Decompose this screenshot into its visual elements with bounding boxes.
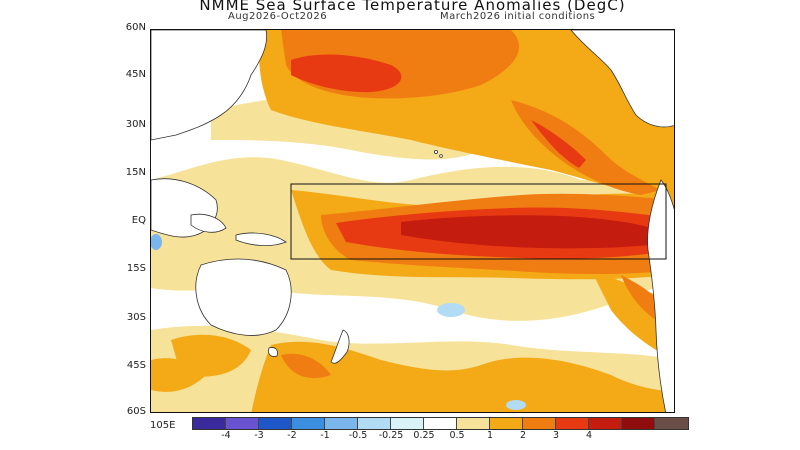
colorbar-swatch	[622, 418, 655, 429]
colorbar-swatch	[259, 418, 292, 429]
lat-label-45s: 45S	[126, 360, 146, 371]
colorbar-tick-label: -0.5	[348, 430, 368, 441]
anomaly-hot-layer	[401, 215, 651, 249]
colorbar-tick-label: 0.5	[449, 430, 465, 441]
nino-region-box	[290, 183, 667, 260]
colorbar-swatch	[292, 418, 325, 429]
lat-label-60s: 60S	[126, 406, 146, 417]
lat-label-eq: EQ	[131, 215, 146, 226]
colorbar-swatch	[457, 418, 490, 429]
colorbar	[192, 417, 689, 430]
colorbar-tick-label: -4	[221, 430, 231, 441]
colorbar-tick-label: -2	[287, 430, 297, 441]
map-title: NMME Sea Surface Temperature Anomalies (…	[199, 0, 626, 14]
land-masses	[151, 30, 674, 412]
sst-anomaly-map	[150, 29, 675, 413]
lat-label-30s: 30S	[126, 312, 146, 323]
map-canvas	[151, 30, 674, 412]
colorbar-swatch	[325, 418, 358, 429]
anomaly-cool-layer	[151, 234, 526, 410]
colorbar-swatch	[589, 418, 622, 429]
colorbar-swatch	[556, 418, 589, 429]
colorbar-tick-label: 1	[486, 430, 494, 441]
colorbar-tick-label: 4	[585, 430, 593, 441]
colorbar-swatch	[391, 418, 424, 429]
lon-label-left: 105E	[150, 420, 176, 431]
colorbar-tick-label: 2	[519, 430, 527, 441]
colorbar-swatch	[523, 418, 556, 429]
colorbar-tick-label: -3	[254, 430, 264, 441]
colorbar-swatch	[655, 418, 688, 429]
lat-label-15s: 15S	[126, 263, 146, 274]
colorbar-swatch	[424, 418, 457, 429]
colorbar-tick-label: 3	[552, 430, 560, 441]
lat-label-60n: 60N	[125, 22, 146, 33]
lat-label-15n: 15N	[125, 167, 146, 178]
colorbar-tick-label: 0.25	[413, 430, 435, 441]
initial-conditions: March2026 initial conditions	[440, 11, 596, 22]
lat-label-45n: 45N	[125, 69, 146, 80]
forecast-period: Aug2026-Oct2026	[228, 11, 328, 22]
lat-label-30n: 30N	[125, 119, 146, 130]
colorbar-tick-label: -0.25	[378, 430, 404, 441]
colorbar-swatch	[193, 418, 226, 429]
colorbar-swatch	[226, 418, 259, 429]
colorbar-swatch	[490, 418, 523, 429]
colorbar-tick-label: -1	[320, 430, 330, 441]
colorbar-swatch	[358, 418, 391, 429]
